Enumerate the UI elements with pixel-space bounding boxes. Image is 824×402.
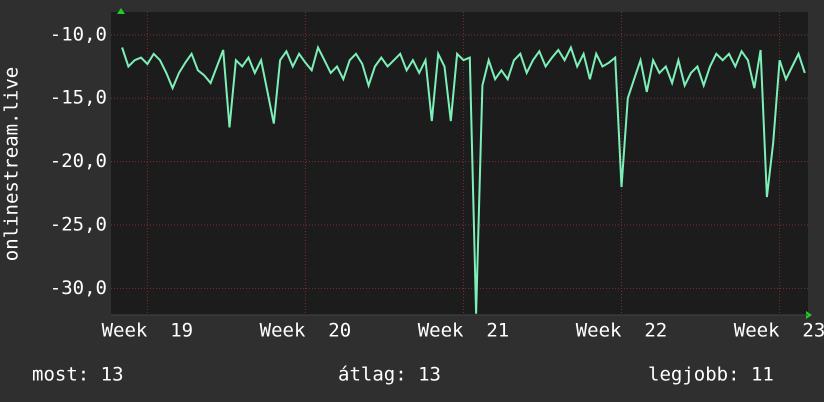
x-tick-label: Week 19 (102, 320, 194, 342)
y-tick-label: -25,0 (50, 213, 107, 235)
x-tick-label: Week 20 (260, 320, 352, 342)
footer-text: legjobb: 11 (648, 364, 774, 386)
footer-text: átlag: 13 (338, 364, 441, 386)
y-tick-label: -10,0 (50, 23, 107, 45)
y-tick-label: -15,0 (50, 87, 107, 109)
y-tick-label: -20,0 (50, 150, 107, 172)
y-axis-label: onlinestream.live (1, 67, 23, 261)
y-tick-label: -30,0 (50, 277, 107, 299)
x-tick-label: Week 23 (734, 320, 824, 342)
x-tick-label: Week 22 (576, 320, 668, 342)
plot-area (111, 12, 808, 315)
footer-text: most: 13 (32, 364, 124, 386)
series-line (121, 44, 806, 314)
x-tick-label: Week 21 (418, 320, 510, 342)
